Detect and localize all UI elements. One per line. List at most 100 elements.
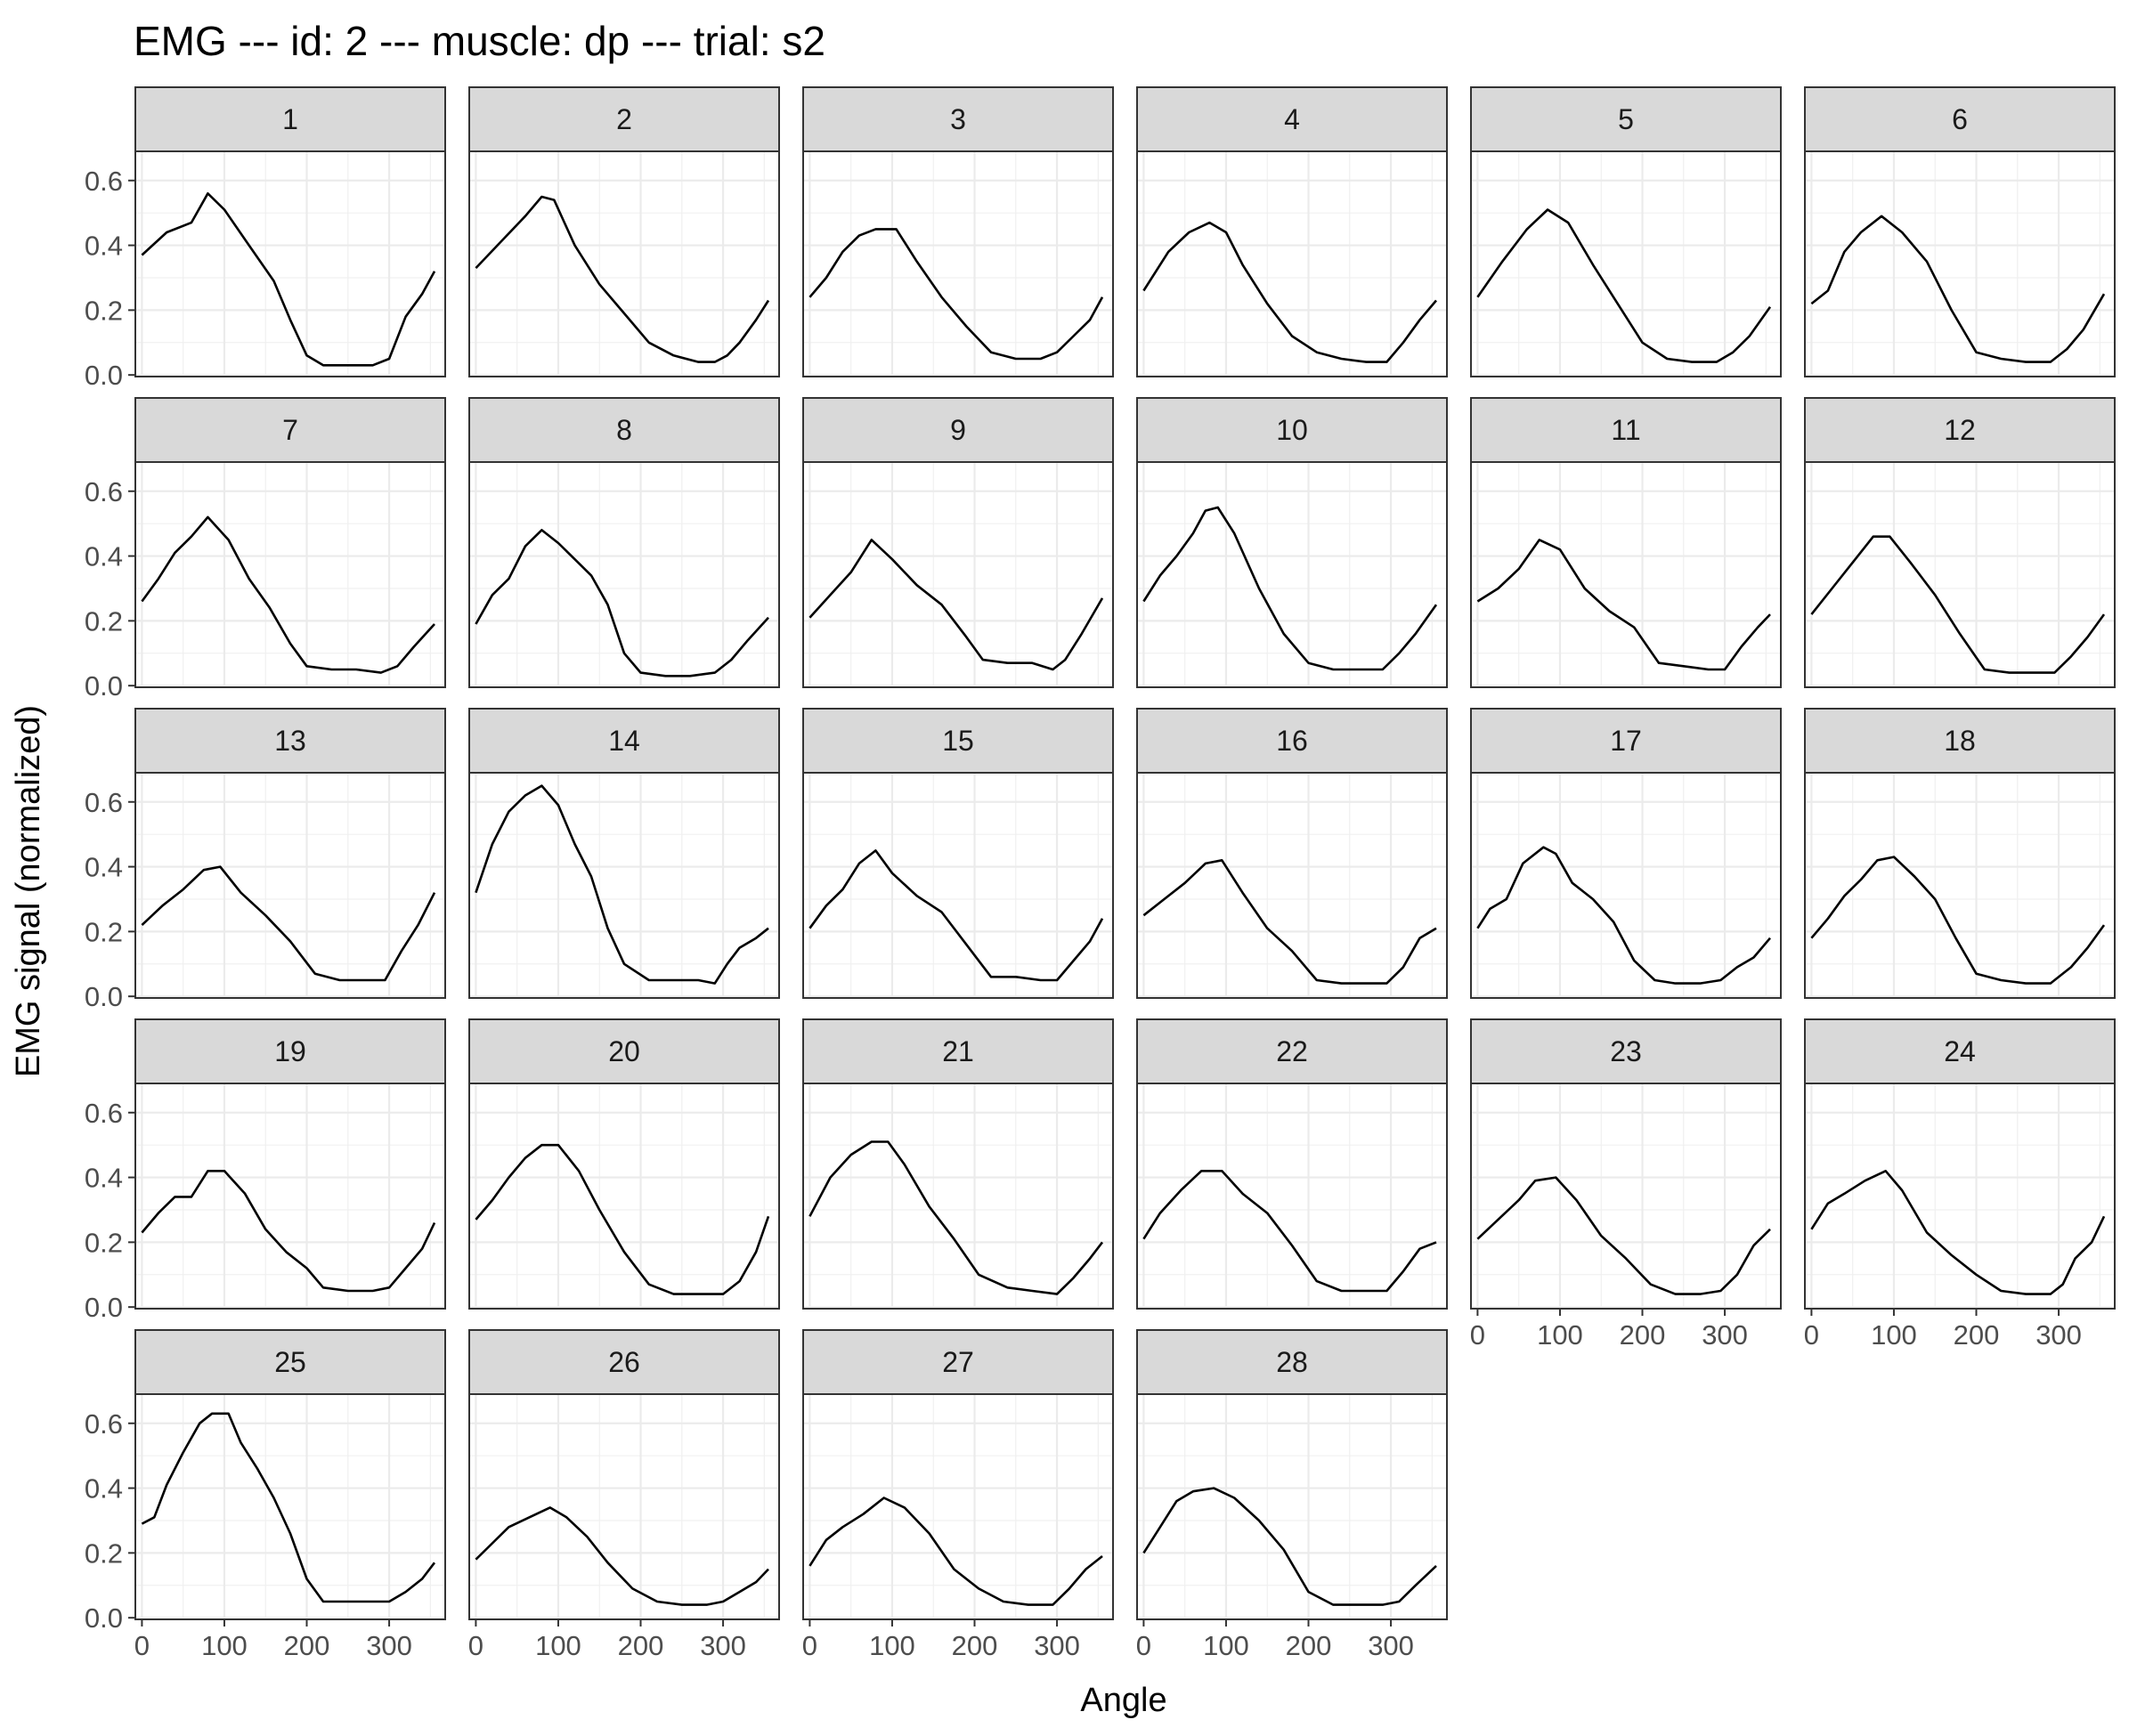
facet-strip-label: 19 xyxy=(274,1035,306,1067)
x-tick-label: 100 xyxy=(1871,1319,1917,1351)
emg-series-line xyxy=(1810,215,2106,363)
facet-panel-1: 1 0.0 0.2 0.4 0.6 xyxy=(85,86,446,391)
y-tick-label: 0.6 xyxy=(85,476,123,507)
x-tick-label: 200 xyxy=(284,1630,330,1661)
facet-strip-label: 25 xyxy=(274,1346,306,1378)
facet-strip-label: 14 xyxy=(608,725,640,757)
facet-panel-4: 4 xyxy=(1136,86,1448,377)
panel-border xyxy=(1136,150,1448,377)
facet-strip xyxy=(1804,708,2116,774)
emg-series-line xyxy=(808,849,1104,982)
y-tick-label: 0.6 xyxy=(85,1098,123,1129)
panel-border xyxy=(468,150,780,377)
y-tick-label: 0.4 xyxy=(85,541,123,572)
facet-strip-label: 17 xyxy=(1610,725,1642,757)
facet-strip-label: 11 xyxy=(1611,414,1640,446)
x-axis-title: Angle xyxy=(1080,1682,1166,1719)
x-tick-label: 300 xyxy=(700,1630,746,1661)
chart-title: EMG --- id: 2 --- muscle: dp --- trial: … xyxy=(134,18,825,64)
panel-border xyxy=(1470,1083,1782,1310)
x-tick-label: 0 xyxy=(802,1630,817,1661)
x-tick-label: 0 xyxy=(1136,1630,1151,1661)
facet-panel-11: 11 xyxy=(1470,397,1782,688)
facet-strip-label: 18 xyxy=(1944,725,1976,757)
emg-series-line xyxy=(1810,535,2106,674)
emg-series-line xyxy=(141,1170,436,1293)
y-tick-label: 0.2 xyxy=(85,1227,123,1258)
emg-series-line xyxy=(475,529,769,677)
emg-series-line xyxy=(808,1140,1104,1295)
facet-strip xyxy=(468,1329,780,1395)
panel-border xyxy=(134,150,446,377)
panel-background xyxy=(469,1394,779,1619)
emg-series-line xyxy=(475,784,769,985)
panel-background xyxy=(803,773,1113,998)
facet-panel-26: 26 0 100 200 300 xyxy=(468,1329,780,1661)
x-tick-label: 200 xyxy=(1954,1319,2000,1351)
panel-border xyxy=(1804,461,2116,688)
facet-strip xyxy=(468,1018,780,1084)
emg-series-line xyxy=(141,865,436,982)
facet-panel-8: 8 xyxy=(468,397,780,688)
panel-border xyxy=(1804,1083,2116,1310)
panel-background xyxy=(1805,462,2115,687)
panel-background xyxy=(1805,1083,2115,1309)
facet-strip xyxy=(468,708,780,774)
x-tick-label: 0 xyxy=(1804,1319,1819,1351)
facet-panel-22: 22 xyxy=(1136,1018,1448,1310)
facet-panel-10: 10 xyxy=(1136,397,1448,688)
panel-border xyxy=(1470,461,1782,688)
facet-strip xyxy=(468,397,780,463)
panel-border xyxy=(134,461,446,688)
y-tick-label: 0.2 xyxy=(85,1537,123,1569)
facet-strip-label: 12 xyxy=(1944,414,1976,446)
facet-panel-24: 24 0 100 200 300 xyxy=(1804,1018,2116,1351)
x-tick-label: 200 xyxy=(952,1630,998,1661)
x-tick-label: 100 xyxy=(1537,1319,1583,1351)
facet-strip-label: 26 xyxy=(608,1346,640,1378)
facet-strip-label: 16 xyxy=(1276,725,1308,757)
emg-series-line xyxy=(1476,539,1771,671)
emg-series-line xyxy=(475,1143,770,1295)
emg-series-line xyxy=(1476,208,1772,363)
panel-border xyxy=(802,461,1114,688)
facet-panel-25: 25 0.0 0.2 0.4 0.6 0 100 200 300 xyxy=(85,1329,446,1661)
facet-strip-label: 5 xyxy=(1618,103,1634,135)
facet-strip-label: 1 xyxy=(282,103,298,135)
facet-strip-label: 13 xyxy=(274,725,306,757)
facet-panel-28: 28 0 100 200 300 xyxy=(1136,1329,1448,1661)
panel-border xyxy=(802,772,1114,999)
facet-strip-label: 27 xyxy=(942,1346,974,1378)
y-tick-label: 0.0 xyxy=(85,1602,123,1634)
facet-strip-label: 28 xyxy=(1276,1346,1308,1378)
facet-strip-label: 10 xyxy=(1276,414,1308,446)
facet-strip xyxy=(134,86,446,152)
panel-border xyxy=(468,772,780,999)
x-tick-label: 0 xyxy=(1470,1319,1485,1351)
facet-panel-13: 13 0.0 0.2 0.4 0.6 xyxy=(85,708,446,1012)
panel-border xyxy=(1136,461,1448,688)
y-tick-label: 0.6 xyxy=(85,787,123,818)
panel-border xyxy=(1804,150,2116,377)
facet-strip-label: 15 xyxy=(942,725,974,757)
facet-strip xyxy=(1804,1018,2116,1084)
y-tick-label: 0.0 xyxy=(85,981,123,1012)
emg-series-line xyxy=(808,228,1104,361)
panel-border xyxy=(468,1083,780,1310)
panel-border xyxy=(802,1393,1114,1620)
panel-border xyxy=(1136,1083,1448,1310)
panel-border xyxy=(1470,772,1782,999)
facet-panel-15: 15 xyxy=(802,708,1114,999)
panel-background xyxy=(135,1394,445,1619)
x-tick-label: 0 xyxy=(468,1630,483,1661)
x-tick-label: 300 xyxy=(1702,1319,1748,1351)
panel-border xyxy=(468,1393,780,1620)
facet-strip xyxy=(1136,86,1448,152)
facet-strip xyxy=(1136,708,1448,774)
facet-panel-7: 7 0.0 0.2 0.4 0.6 xyxy=(85,397,446,702)
panel-border xyxy=(134,1083,446,1310)
facet-panel-2: 2 xyxy=(468,86,780,377)
panel-background xyxy=(1137,151,1447,377)
facet-strip xyxy=(1470,86,1782,152)
